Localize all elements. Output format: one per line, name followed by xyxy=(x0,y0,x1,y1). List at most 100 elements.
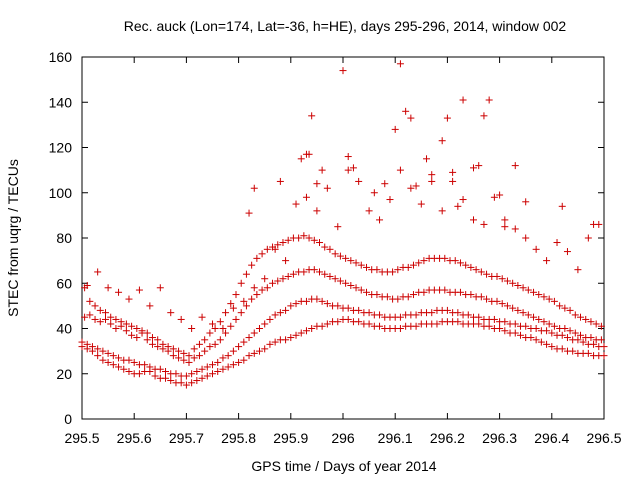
data-point xyxy=(532,336,540,344)
data-point xyxy=(490,193,498,201)
data-point xyxy=(404,293,412,301)
data-point xyxy=(274,241,282,249)
data-point xyxy=(323,300,331,308)
y-tick-label: 160 xyxy=(49,49,73,65)
data-point xyxy=(550,322,558,330)
data-point xyxy=(483,295,491,303)
data-point xyxy=(135,370,143,378)
data-point xyxy=(188,325,196,332)
data-point xyxy=(456,259,464,267)
data-point xyxy=(117,318,125,326)
x-tick-label: 296.1 xyxy=(378,430,413,446)
data-point xyxy=(209,361,216,369)
data-point xyxy=(167,309,175,317)
data-point xyxy=(211,325,219,332)
data-point xyxy=(310,266,318,274)
data-point xyxy=(349,164,357,172)
data-point xyxy=(535,315,543,323)
data-point xyxy=(172,370,180,378)
data-point xyxy=(219,325,227,332)
data-point xyxy=(483,270,491,278)
data-point xyxy=(561,325,569,332)
data-point xyxy=(245,352,253,360)
data-point xyxy=(276,177,284,185)
data-point xyxy=(501,223,509,231)
data-point xyxy=(386,196,394,204)
data-point xyxy=(475,162,483,170)
data-point xyxy=(263,284,271,292)
data-point xyxy=(237,309,245,317)
data-point xyxy=(175,347,183,355)
y-tick-label: 120 xyxy=(49,140,73,156)
data-point xyxy=(219,365,227,373)
data-point xyxy=(169,352,177,360)
data-point xyxy=(433,320,441,328)
data-point xyxy=(475,320,483,328)
data-point xyxy=(404,263,412,271)
data-point xyxy=(423,155,431,163)
data-point xyxy=(336,252,344,260)
data-point xyxy=(352,284,360,292)
data-point xyxy=(99,347,107,355)
data-point xyxy=(122,327,130,335)
data-point xyxy=(550,297,558,305)
x-tick-label: 295.8 xyxy=(221,430,256,446)
data-point xyxy=(558,202,566,210)
data-point xyxy=(584,234,592,242)
data-point xyxy=(292,331,300,339)
data-point xyxy=(569,347,577,355)
data-point xyxy=(81,313,89,321)
x-tick-label: 296.2 xyxy=(430,430,465,446)
x-tick-label: 296.4 xyxy=(534,430,569,446)
data-point xyxy=(553,239,561,247)
data-point xyxy=(493,297,501,305)
y-tick-labels: 0 20 40 60 80 100 120 140 160 xyxy=(49,49,73,427)
data-point xyxy=(177,379,185,387)
data-point xyxy=(258,250,266,258)
data-point xyxy=(454,202,462,210)
data-point xyxy=(396,166,404,174)
data-point xyxy=(242,270,250,278)
data-point xyxy=(125,295,133,303)
data-point xyxy=(323,320,331,328)
data-point xyxy=(310,236,318,244)
data-point xyxy=(135,286,143,294)
data-point xyxy=(509,304,517,312)
data-point xyxy=(143,336,151,344)
data-point xyxy=(175,354,183,362)
data-point xyxy=(104,349,112,357)
data-point xyxy=(331,275,339,283)
data-point xyxy=(255,325,263,332)
data-point xyxy=(597,336,605,344)
data-point xyxy=(511,329,519,337)
data-point xyxy=(151,372,159,380)
data-point xyxy=(438,207,446,215)
y-tick-label: 140 xyxy=(49,94,73,110)
data-point xyxy=(543,340,551,348)
y-tick-label: 100 xyxy=(49,185,73,201)
data-point xyxy=(561,304,569,312)
data-point xyxy=(133,334,141,342)
data-point xyxy=(355,318,363,326)
data-point xyxy=(156,284,164,292)
data-point xyxy=(472,266,480,274)
data-point xyxy=(540,318,548,326)
data-point xyxy=(381,180,389,188)
data-point xyxy=(83,282,91,290)
y-tick-label: 40 xyxy=(56,321,72,337)
data-point xyxy=(112,315,120,323)
data-point xyxy=(198,313,206,321)
data-point xyxy=(459,96,467,104)
data-point xyxy=(263,245,271,253)
data-point xyxy=(292,300,300,308)
data-point xyxy=(101,315,109,323)
data-point xyxy=(279,275,287,283)
data-point xyxy=(470,164,477,172)
data-point xyxy=(250,329,258,337)
data-point xyxy=(240,356,248,364)
data-point xyxy=(112,325,120,332)
data-point xyxy=(449,168,457,176)
data-point xyxy=(355,177,363,185)
data-point xyxy=(295,234,303,242)
data-point xyxy=(99,356,107,364)
